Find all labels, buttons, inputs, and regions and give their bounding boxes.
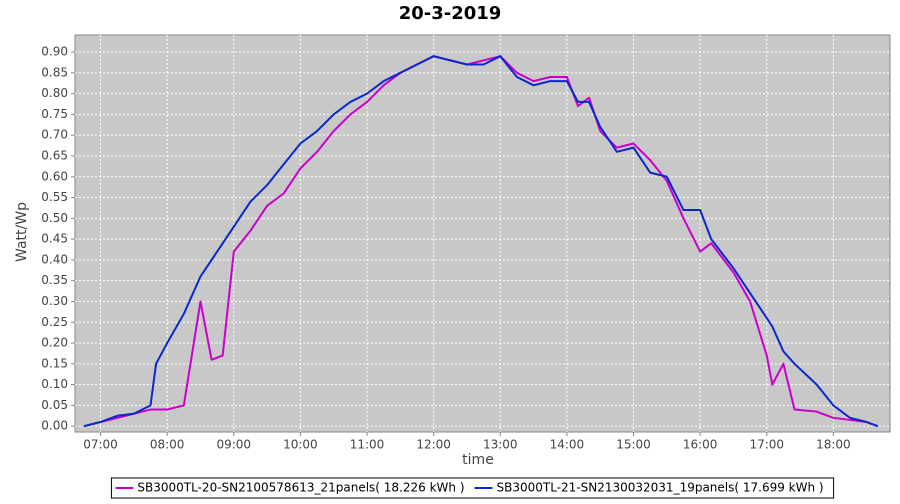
y-tick-label: 0.75 bbox=[41, 107, 68, 121]
x-tick-label: 09:00 bbox=[216, 438, 251, 452]
x-tick-label: 15:00 bbox=[616, 438, 651, 452]
series-line bbox=[83, 55, 879, 428]
y-tick-label: 0.25 bbox=[41, 315, 68, 329]
plot-area bbox=[74, 34, 891, 433]
x-tick-label: 10:00 bbox=[283, 438, 318, 452]
x-tick-label: 11:00 bbox=[350, 438, 385, 452]
y-tick-label: 0.10 bbox=[41, 377, 68, 391]
y-tick-label: 0.85 bbox=[41, 65, 68, 79]
series-line bbox=[83, 55, 879, 428]
legend: SB3000TL-20-SN2100578613_21panels( 18.22… bbox=[110, 477, 835, 499]
y-axis-label: Watt/Wp bbox=[14, 202, 30, 262]
y-tick-label: 0.90 bbox=[41, 45, 68, 59]
y-tick-label: 0.20 bbox=[41, 336, 68, 350]
x-tick-label: 17:00 bbox=[749, 438, 784, 452]
x-tick-label: 16:00 bbox=[683, 438, 718, 452]
y-tick-label: 0.50 bbox=[41, 211, 68, 225]
y-tick-label: 0.60 bbox=[41, 169, 68, 183]
y-tick-label: 0.40 bbox=[41, 252, 68, 266]
y-tick-label: 0.05 bbox=[41, 398, 68, 412]
x-axis-label: time bbox=[462, 452, 494, 468]
y-tick-label: 0.55 bbox=[41, 190, 68, 204]
y-tick-label: 0.15 bbox=[41, 356, 68, 370]
x-tick-label: 08:00 bbox=[150, 438, 185, 452]
y-tick-label: 0.70 bbox=[41, 128, 68, 142]
x-tick-label: 07:00 bbox=[83, 438, 118, 452]
legend-label: SB3000TL-20-SN2100578613_21panels( 18.22… bbox=[137, 481, 464, 495]
y-tick-label: 0.80 bbox=[41, 86, 68, 100]
y-tick-label: 0.45 bbox=[41, 232, 68, 246]
legend-box bbox=[110, 477, 835, 499]
y-tick-label: 0.35 bbox=[41, 273, 68, 287]
chart-title: 20-3-2019 bbox=[399, 3, 502, 24]
y-tick-label: 0.00 bbox=[41, 419, 68, 433]
y-tick-label: 0.30 bbox=[41, 294, 68, 308]
x-tick-label: 18:00 bbox=[816, 438, 851, 452]
x-tick-label: 14:00 bbox=[550, 438, 585, 452]
x-tick-label: 12:00 bbox=[416, 438, 451, 452]
legend-label: SB3000TL-21-SN2130032031_19panels( 17.69… bbox=[497, 481, 824, 495]
x-tick-label: 13:00 bbox=[483, 438, 518, 452]
y-tick-label: 0.65 bbox=[41, 148, 68, 162]
